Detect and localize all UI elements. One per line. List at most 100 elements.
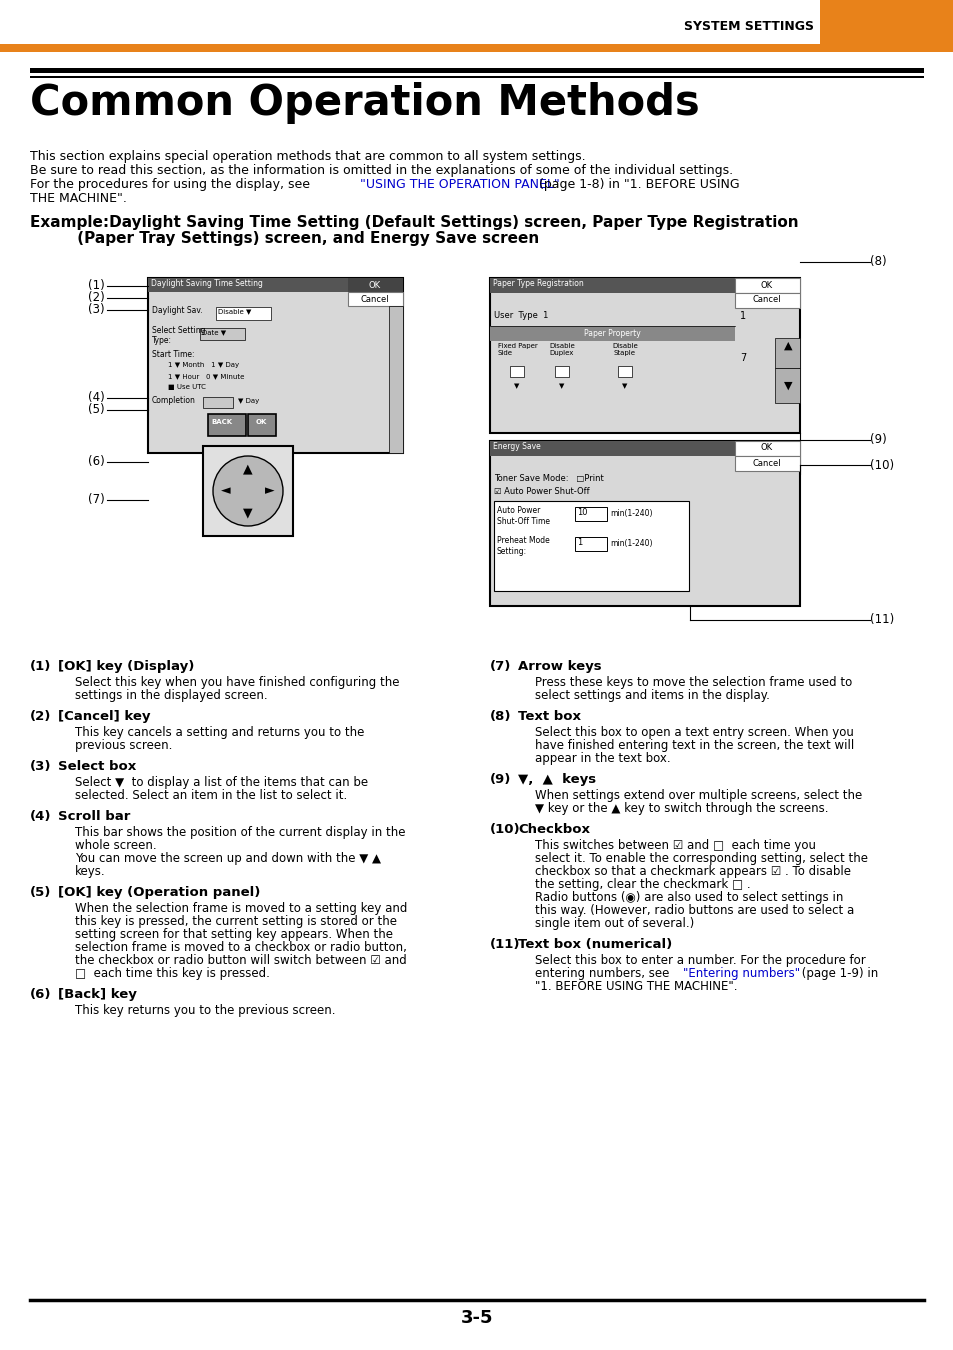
Text: have finished entering text in the screen, the text will: have finished entering text in the scree… xyxy=(535,738,853,752)
Text: Paper Type Registration: Paper Type Registration xyxy=(493,279,583,288)
Text: Select ▼  to display a list of the items that can be: Select ▼ to display a list of the items … xyxy=(75,776,368,788)
Text: Preheat Mode: Preheat Mode xyxy=(497,536,549,545)
Text: (9): (9) xyxy=(490,774,511,786)
Text: □  each time this key is pressed.: □ each time this key is pressed. xyxy=(75,967,270,980)
Text: Disable
Duplex: Disable Duplex xyxy=(549,343,575,356)
Bar xyxy=(774,369,800,404)
Text: Disable
Staple: Disable Staple xyxy=(612,343,638,356)
Text: OK: OK xyxy=(255,418,267,425)
Text: previous screen.: previous screen. xyxy=(75,738,172,752)
Text: Type:: Type: xyxy=(152,336,172,346)
Text: (5): (5) xyxy=(30,886,51,899)
Text: (4): (4) xyxy=(89,392,105,405)
Bar xyxy=(490,278,734,293)
Text: OK: OK xyxy=(760,281,772,289)
Text: (4): (4) xyxy=(30,810,51,824)
Text: setting screen for that setting key appears. When the: setting screen for that setting key appe… xyxy=(75,927,393,941)
Text: (page 1-8) in "1. BEFORE USING: (page 1-8) in "1. BEFORE USING xyxy=(535,178,739,190)
Bar xyxy=(30,68,923,73)
Bar xyxy=(148,278,402,454)
Text: Common Operation Methods: Common Operation Methods xyxy=(30,82,699,124)
Text: (2): (2) xyxy=(30,710,51,724)
Text: ▼: ▼ xyxy=(243,506,253,520)
Text: This section explains special operation methods that are common to all system se: This section explains special operation … xyxy=(30,150,585,163)
Text: the checkbox or radio button will switch between ☑ and: the checkbox or radio button will switch… xyxy=(75,954,406,967)
Bar xyxy=(490,278,800,433)
Text: ▼: ▼ xyxy=(514,383,519,389)
Text: "1. BEFORE USING THE MACHINE".: "1. BEFORE USING THE MACHINE". xyxy=(535,980,737,994)
Text: This switches between ☑ and □  each time you: This switches between ☑ and □ each time … xyxy=(535,838,815,852)
Text: OK: OK xyxy=(369,281,380,289)
Text: ▼: ▼ xyxy=(621,383,627,389)
Text: (3): (3) xyxy=(89,304,105,316)
Text: Cancel: Cancel xyxy=(752,459,781,467)
Text: (11): (11) xyxy=(490,938,520,950)
Text: BACK: BACK xyxy=(211,418,232,425)
Text: Cancel: Cancel xyxy=(360,294,389,304)
Text: Shut-Off Time: Shut-Off Time xyxy=(497,517,550,526)
Bar xyxy=(734,293,800,308)
Text: 1 ▼ Month   1 ▼ Day: 1 ▼ Month 1 ▼ Day xyxy=(168,362,239,369)
Text: ◄: ◄ xyxy=(221,485,231,498)
Text: SYSTEM SETTINGS: SYSTEM SETTINGS xyxy=(683,20,813,34)
Text: the setting, clear the checkmark □ .: the setting, clear the checkmark □ . xyxy=(535,878,750,891)
Text: Select box: Select box xyxy=(58,760,136,774)
Text: selection frame is moved to a checkbox or radio button,: selection frame is moved to a checkbox o… xyxy=(75,941,406,954)
Text: Text box: Text box xyxy=(517,710,580,724)
Text: this way. (However, radio buttons are used to select a: this way. (However, radio buttons are us… xyxy=(535,904,853,917)
Text: (1): (1) xyxy=(89,279,105,293)
Text: ▼ Day: ▼ Day xyxy=(237,398,259,404)
Text: ■ Use UTC: ■ Use UTC xyxy=(168,383,206,390)
Bar xyxy=(348,292,402,306)
Bar xyxy=(30,76,923,78)
Text: (7): (7) xyxy=(490,660,511,674)
Text: This key returns you to the previous screen.: This key returns you to the previous scr… xyxy=(75,1004,335,1017)
Text: This bar shows the position of the current display in the: This bar shows the position of the curre… xyxy=(75,826,405,838)
Text: whole screen.: whole screen. xyxy=(75,838,156,852)
Text: ▼: ▼ xyxy=(783,381,791,392)
Text: Toner Save Mode:   □Print: Toner Save Mode: □Print xyxy=(494,474,603,483)
Text: For the procedures for using the display, see: For the procedures for using the display… xyxy=(30,178,314,190)
Text: Daylight Saving Time Setting: Daylight Saving Time Setting xyxy=(151,279,263,288)
Ellipse shape xyxy=(213,456,283,526)
Bar xyxy=(348,278,402,292)
Text: (11): (11) xyxy=(869,613,893,626)
Bar xyxy=(734,278,800,293)
Text: this key is pressed, the current setting is stored or the: this key is pressed, the current setting… xyxy=(75,915,396,927)
Bar xyxy=(0,45,953,53)
Text: 1 ▼ Hour   0 ▼ Minute: 1 ▼ Hour 0 ▼ Minute xyxy=(168,373,244,379)
Text: Select this key when you have finished configuring the: Select this key when you have finished c… xyxy=(75,676,399,688)
Text: Fixed Paper
Side: Fixed Paper Side xyxy=(497,343,537,356)
Text: Be sure to read this section, as the information is omitted in the explanations : Be sure to read this section, as the inf… xyxy=(30,163,732,177)
Bar xyxy=(248,414,275,436)
Text: User  Type  1: User Type 1 xyxy=(494,310,548,320)
Bar xyxy=(734,441,800,456)
Bar xyxy=(203,397,233,408)
Text: Select this box to enter a number. For the procedure for: Select this box to enter a number. For t… xyxy=(535,954,864,967)
Text: Completion: Completion xyxy=(152,396,195,405)
Text: Select Setting: Select Setting xyxy=(152,325,205,335)
Text: ▼ key or the ▲ key to switch through the screens.: ▼ key or the ▲ key to switch through the… xyxy=(535,802,827,815)
Text: (5): (5) xyxy=(89,404,105,417)
Text: You can move the screen up and down with the ▼ ▲: You can move the screen up and down with… xyxy=(75,852,380,865)
Text: min(1-240): min(1-240) xyxy=(609,509,652,518)
Text: [Back] key: [Back] key xyxy=(58,988,136,1000)
Text: When the selection frame is moved to a setting key and: When the selection frame is moved to a s… xyxy=(75,902,407,915)
Text: Daylight Sav.: Daylight Sav. xyxy=(152,306,202,315)
Text: ►: ► xyxy=(265,485,274,498)
Text: ▲: ▲ xyxy=(243,463,253,475)
Text: select settings and items in the display.: select settings and items in the display… xyxy=(535,688,769,702)
Bar xyxy=(510,366,523,377)
Text: Energy Save: Energy Save xyxy=(493,441,540,451)
Text: (2): (2) xyxy=(89,292,105,305)
Text: (page 1-9) in: (page 1-9) in xyxy=(797,967,878,980)
Text: ▲: ▲ xyxy=(783,342,791,351)
Bar xyxy=(774,338,800,369)
Text: (Paper Tray Settings) screen, and Energy Save screen: (Paper Tray Settings) screen, and Energy… xyxy=(30,231,538,246)
Text: min(1-240): min(1-240) xyxy=(609,539,652,548)
Text: (1): (1) xyxy=(30,660,51,674)
Text: Select this box to open a text entry screen. When you: Select this box to open a text entry scr… xyxy=(535,726,853,738)
Bar xyxy=(490,325,734,342)
Bar xyxy=(490,441,734,456)
Bar xyxy=(734,456,800,471)
